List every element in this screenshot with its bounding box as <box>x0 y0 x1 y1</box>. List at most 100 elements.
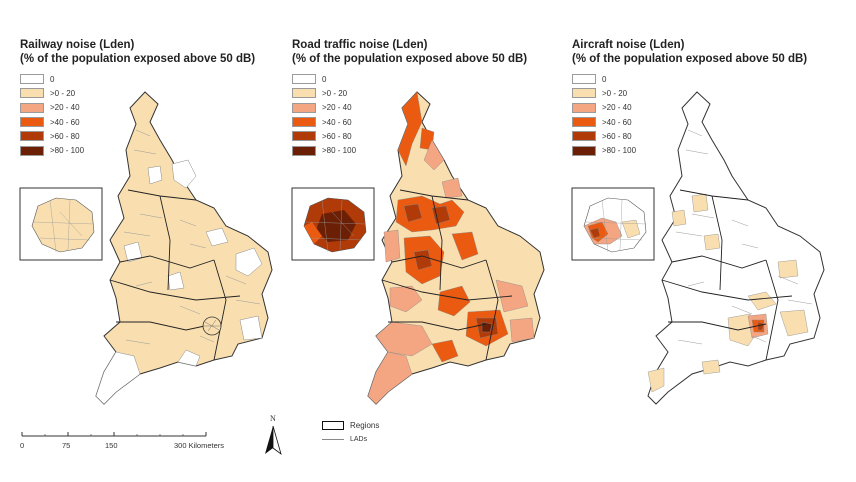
region-boundary <box>381 189 513 361</box>
white-lad <box>95 351 141 405</box>
north-label: N <box>270 414 276 423</box>
white-lad <box>167 271 185 291</box>
legend-swatch <box>572 131 596 142</box>
scale-bar: 0 75 150 300 Kilometers <box>20 432 224 450</box>
lad-80-100 <box>481 321 493 333</box>
lad-0-20 <box>777 259 799 279</box>
lad-boundary <box>123 129 261 345</box>
legend-swatch <box>292 74 316 85</box>
aircraft-noise-panel: Aircraft noise (Lden) (% of the populati… <box>571 0 856 482</box>
aircraft-map <box>571 91 825 405</box>
legend-swatch <box>20 102 44 113</box>
railway-legend: 0 >0 - 20 >20 - 40 >40 - 60 >60 - 80 >80… <box>20 72 84 158</box>
lad-0-20 <box>747 291 777 311</box>
legend-swatch <box>20 131 44 142</box>
aircraft-title: Aircraft noise (Lden) (% of the populati… <box>572 39 808 65</box>
legend-item: >0 - 20 <box>292 86 356 100</box>
railway-map <box>19 91 273 405</box>
white-lad <box>177 349 201 367</box>
lad-40-60 <box>437 285 471 317</box>
legend-swatch <box>292 117 316 128</box>
legend-item: >60 - 80 <box>572 129 636 143</box>
region-boundary <box>661 189 793 361</box>
legend-item: >80 - 100 <box>292 143 356 157</box>
white-lad <box>239 315 263 341</box>
legend-swatch <box>572 88 596 99</box>
legend-item: >0 - 20 <box>572 86 636 100</box>
legend-swatch <box>572 117 596 128</box>
lad-0-20 <box>691 193 709 213</box>
lad-60-80 <box>413 249 433 271</box>
london-inset-lads <box>33 199 95 253</box>
lad-60-80 <box>431 205 451 225</box>
legend-swatch <box>572 74 596 85</box>
road-title: Road traffic noise (Lden) (% of the popu… <box>292 39 528 65</box>
legend-item: >20 - 40 <box>20 101 84 115</box>
london-inset-lads <box>585 199 647 253</box>
london-inset-lad-60-80 <box>589 227 601 239</box>
railway-title: Railway noise (Lden) (% of the populatio… <box>20 39 256 65</box>
lad-20-40 <box>509 317 535 343</box>
scale-label: 75 <box>62 441 70 450</box>
legend-swatch <box>20 145 44 156</box>
london-inset-lads <box>305 199 367 253</box>
road-noise-panel: Road traffic noise (Lden) (% of the popu… <box>291 0 577 482</box>
lad-40-60 <box>397 91 423 167</box>
lad-20-40 <box>383 229 401 263</box>
london-inset-lad-0-20 <box>621 219 641 239</box>
legend-item: >40 - 60 <box>20 115 84 129</box>
legend-item: >0 - 20 <box>20 86 84 100</box>
scale-label: 0 <box>20 441 24 450</box>
regions-swatch <box>322 420 344 430</box>
lad-60-80 <box>757 321 765 331</box>
lad-40-60 <box>451 231 479 261</box>
white-lad <box>147 165 163 185</box>
legend-swatch <box>572 145 596 156</box>
lad-20-40 <box>367 351 413 405</box>
lad-20-40 <box>441 177 463 199</box>
legend-swatch <box>292 88 316 99</box>
legend-swatch <box>20 88 44 99</box>
north-arrow: N <box>265 414 282 456</box>
north-arrow-left-icon <box>265 426 273 454</box>
legend-swatch <box>292 102 316 113</box>
legend-swatch <box>292 131 316 142</box>
lads-legend-item: LADs <box>322 432 379 446</box>
england-outline <box>647 91 825 405</box>
england-outline <box>95 91 273 405</box>
lad-60-80 <box>403 203 423 223</box>
scale-label: 150 <box>105 441 118 450</box>
legend-item: >60 - 80 <box>292 129 356 143</box>
legend-item: 0 <box>20 72 84 86</box>
legend-swatch <box>20 74 44 85</box>
white-lad <box>205 227 229 247</box>
legend-item: 0 <box>572 72 636 86</box>
scale-label: 300 Kilometers <box>174 441 224 450</box>
lad-20-40 <box>423 139 445 171</box>
white-lad <box>235 247 263 277</box>
legend-item: >20 - 40 <box>572 101 636 115</box>
boundary-legend: Regions LADs <box>322 418 379 446</box>
legend-item: 0 <box>292 72 356 86</box>
regions-legend-item: Regions <box>322 418 379 432</box>
lad-40-60 <box>431 339 459 363</box>
legend-item: >60 - 80 <box>20 129 84 143</box>
region-boundary <box>109 189 241 361</box>
lad-0-20 <box>647 367 665 393</box>
legend-item: >80 - 100 <box>572 143 636 157</box>
lads-swatch <box>322 438 344 440</box>
lad-0-20 <box>671 209 687 227</box>
legend-item: >40 - 60 <box>572 115 636 129</box>
lad-0-20 <box>701 359 721 375</box>
legend-item: >40 - 60 <box>292 115 356 129</box>
road-map <box>291 91 545 405</box>
lad-20-40 <box>389 285 423 313</box>
road-legend: 0 >0 - 20 >20 - 40 >40 - 60 >60 - 80 >80… <box>292 72 356 158</box>
london-inset-edge <box>304 222 322 244</box>
legend-item: >80 - 100 <box>20 143 84 157</box>
lad-0-20 <box>779 309 809 337</box>
london-lads <box>203 319 221 332</box>
legend-item: >20 - 40 <box>292 101 356 115</box>
railway-noise-panel: Railway noise (Lden) (% of the populatio… <box>19 0 305 482</box>
north-arrow-right-icon <box>272 425 282 456</box>
